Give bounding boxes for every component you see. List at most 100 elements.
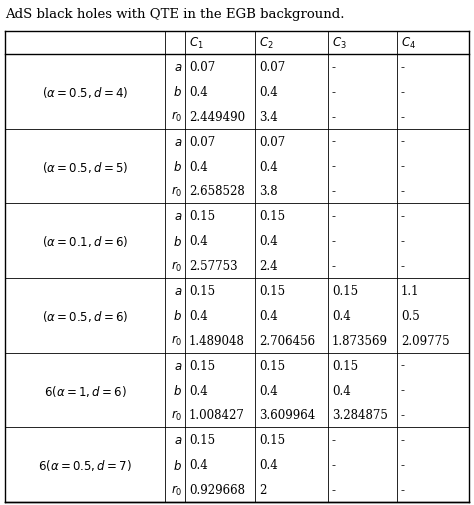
Text: 1.489048: 1.489048 — [189, 334, 245, 347]
Text: $a$: $a$ — [173, 359, 182, 372]
Text: -: - — [401, 185, 405, 198]
Text: 0.4: 0.4 — [259, 458, 278, 471]
Text: 0.4: 0.4 — [259, 160, 278, 173]
Text: 0.07: 0.07 — [189, 61, 215, 74]
Text: -: - — [332, 260, 336, 273]
Text: 0.4: 0.4 — [332, 309, 351, 322]
Text: $r_0$: $r_0$ — [171, 184, 182, 198]
Text: -: - — [332, 433, 336, 446]
Text: 0.07: 0.07 — [189, 135, 215, 148]
Text: -: - — [401, 235, 405, 247]
Text: -: - — [332, 185, 336, 198]
Text: 0.4: 0.4 — [189, 384, 208, 397]
Text: 3.284875: 3.284875 — [332, 409, 388, 422]
Text: 1.1: 1.1 — [401, 284, 419, 297]
Text: 0.15: 0.15 — [189, 433, 215, 446]
Text: 2.4: 2.4 — [259, 260, 278, 273]
Text: 0.15: 0.15 — [259, 359, 285, 372]
Text: -: - — [401, 384, 405, 397]
Text: $C_2$: $C_2$ — [259, 36, 273, 51]
Text: 0.15: 0.15 — [332, 284, 358, 297]
Text: 0.4: 0.4 — [259, 235, 278, 247]
Text: $r_0$: $r_0$ — [171, 110, 182, 124]
Text: $r_0$: $r_0$ — [171, 408, 182, 422]
Text: -: - — [401, 359, 405, 372]
Text: 2.658528: 2.658528 — [189, 185, 245, 198]
Text: 0.07: 0.07 — [259, 135, 285, 148]
Text: 2.706456: 2.706456 — [259, 334, 315, 347]
Text: $(\alpha=0.5, d=5)$: $(\alpha=0.5, d=5)$ — [42, 159, 128, 174]
Text: 2: 2 — [259, 483, 266, 496]
Text: $6(\alpha=0.5, d=7)$: $6(\alpha=0.5, d=7)$ — [38, 457, 132, 472]
Text: $C_3$: $C_3$ — [332, 36, 347, 51]
Text: $(\alpha=0.5, d=4)$: $(\alpha=0.5, d=4)$ — [42, 85, 128, 99]
Text: 0.15: 0.15 — [259, 210, 285, 223]
Text: 1.873569: 1.873569 — [332, 334, 388, 347]
Text: $b$: $b$ — [173, 160, 182, 174]
Text: 3.8: 3.8 — [259, 185, 278, 198]
Text: 0.4: 0.4 — [259, 309, 278, 322]
Text: -: - — [401, 210, 405, 223]
Text: 2.449490: 2.449490 — [189, 111, 245, 124]
Text: 0.4: 0.4 — [189, 160, 208, 173]
Text: -: - — [332, 160, 336, 173]
Text: $b$: $b$ — [173, 458, 182, 472]
Text: $a$: $a$ — [173, 210, 182, 223]
Text: 0.15: 0.15 — [189, 284, 215, 297]
Text: -: - — [332, 135, 336, 148]
Text: 0.15: 0.15 — [332, 359, 358, 372]
Text: -: - — [332, 111, 336, 124]
Text: $b$: $b$ — [173, 85, 182, 99]
Text: -: - — [332, 483, 336, 496]
Text: 2.57753: 2.57753 — [189, 260, 237, 273]
Text: $b$: $b$ — [173, 309, 182, 323]
Text: $a$: $a$ — [173, 61, 182, 74]
Text: $a$: $a$ — [173, 433, 182, 446]
Text: 0.929668: 0.929668 — [189, 483, 245, 496]
Text: 0.15: 0.15 — [189, 359, 215, 372]
Text: -: - — [401, 458, 405, 471]
Text: $b$: $b$ — [173, 234, 182, 248]
Text: $C_1$: $C_1$ — [189, 36, 204, 51]
Text: -: - — [401, 86, 405, 98]
Text: 2.09775: 2.09775 — [401, 334, 450, 347]
Text: $b$: $b$ — [173, 383, 182, 397]
Text: -: - — [401, 260, 405, 273]
Text: -: - — [401, 111, 405, 124]
Text: 0.07: 0.07 — [259, 61, 285, 74]
Text: -: - — [401, 61, 405, 74]
Text: -: - — [401, 483, 405, 496]
Text: -: - — [401, 409, 405, 422]
Text: $6(\alpha=1, d=6)$: $6(\alpha=1, d=6)$ — [44, 383, 127, 398]
Text: $(\alpha=0.5, d=6)$: $(\alpha=0.5, d=6)$ — [42, 308, 128, 323]
Text: 0.15: 0.15 — [259, 284, 285, 297]
Text: -: - — [332, 61, 336, 74]
Text: -: - — [332, 86, 336, 98]
Text: 0.15: 0.15 — [189, 210, 215, 223]
Text: -: - — [332, 210, 336, 223]
Text: -: - — [332, 458, 336, 471]
Text: 0.5: 0.5 — [401, 309, 420, 322]
Text: -: - — [401, 135, 405, 148]
Text: 0.4: 0.4 — [189, 309, 208, 322]
Text: 1.008427: 1.008427 — [189, 409, 245, 422]
Text: AdS black holes with QTE in the EGB background.: AdS black holes with QTE in the EGB back… — [5, 8, 345, 21]
Text: $r_0$: $r_0$ — [171, 483, 182, 496]
Text: 0.4: 0.4 — [189, 458, 208, 471]
Text: 0.4: 0.4 — [259, 86, 278, 98]
Text: 3.4: 3.4 — [259, 111, 278, 124]
Text: 0.4: 0.4 — [189, 235, 208, 247]
Text: -: - — [332, 235, 336, 247]
Text: $r_0$: $r_0$ — [171, 259, 182, 273]
Text: -: - — [401, 433, 405, 446]
Text: 3.609964: 3.609964 — [259, 409, 315, 422]
Text: $C_4$: $C_4$ — [401, 36, 416, 51]
Text: 0.15: 0.15 — [259, 433, 285, 446]
Text: $r_0$: $r_0$ — [171, 333, 182, 347]
Text: 0.4: 0.4 — [332, 384, 351, 397]
Text: $(\alpha=0.1, d=6)$: $(\alpha=0.1, d=6)$ — [42, 234, 128, 248]
Text: 0.4: 0.4 — [259, 384, 278, 397]
Text: $a$: $a$ — [173, 284, 182, 297]
Text: 0.4: 0.4 — [189, 86, 208, 98]
Text: $a$: $a$ — [173, 135, 182, 148]
